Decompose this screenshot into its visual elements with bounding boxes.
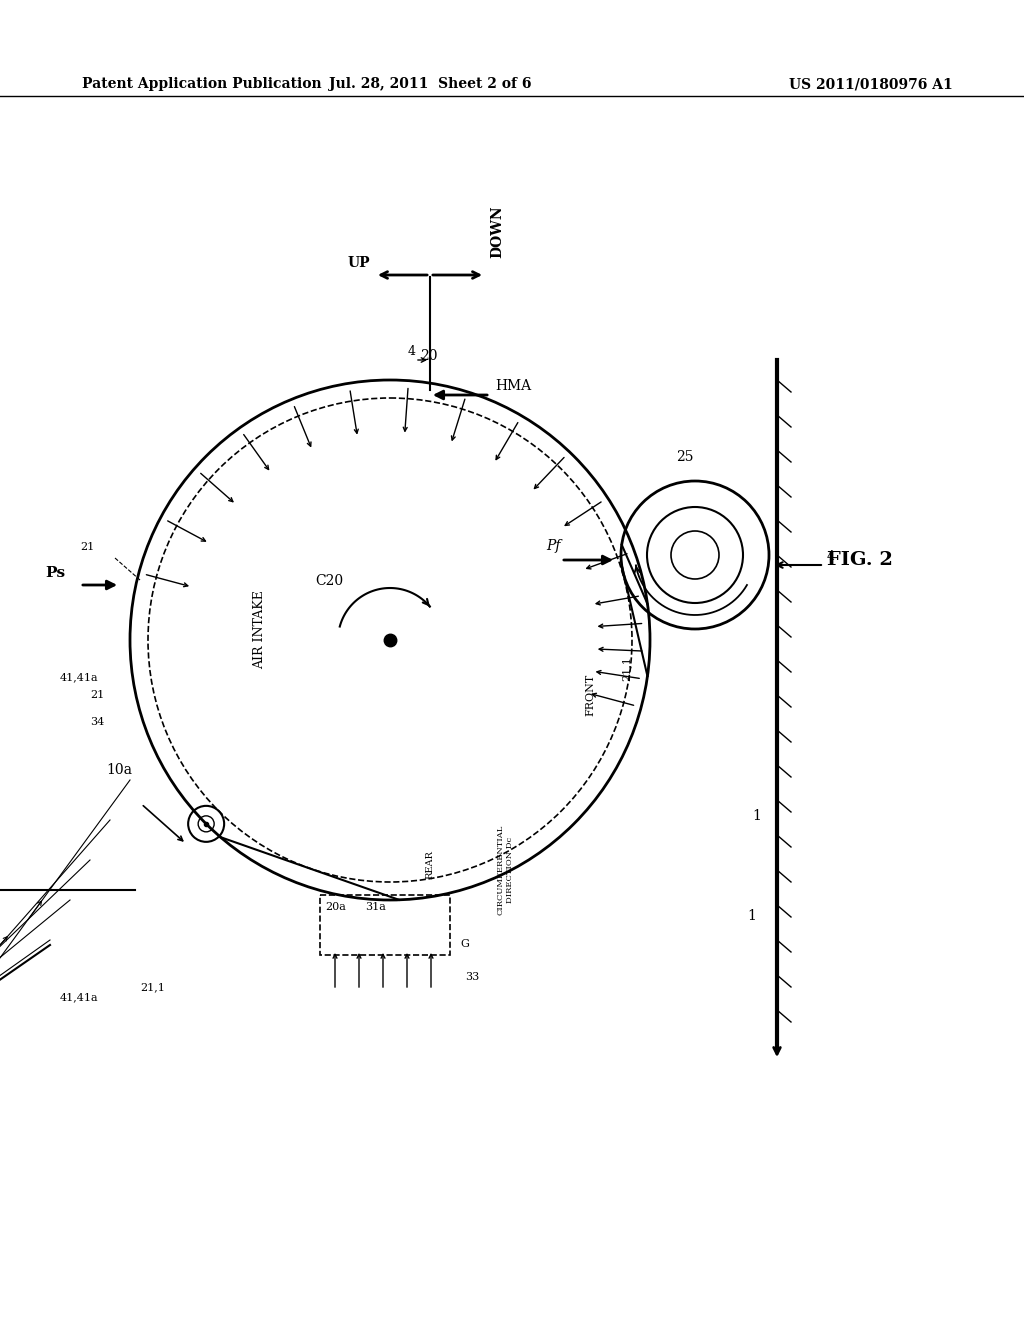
- Text: 1: 1: [752, 809, 761, 822]
- Text: FRONT: FRONT: [585, 675, 595, 717]
- Text: 41,41a: 41,41a: [60, 672, 98, 682]
- Text: DOWN: DOWN: [490, 206, 504, 257]
- Text: 34: 34: [90, 717, 104, 727]
- Text: 31a: 31a: [365, 902, 386, 912]
- Text: Jul. 28, 2011  Sheet 2 of 6: Jul. 28, 2011 Sheet 2 of 6: [329, 78, 531, 91]
- Text: G: G: [460, 939, 469, 949]
- Text: Pf: Pf: [546, 539, 560, 553]
- Text: AIR INTAKE: AIR INTAKE: [254, 590, 266, 669]
- Text: Patent Application Publication: Patent Application Publication: [82, 78, 322, 91]
- Text: 33: 33: [465, 972, 479, 982]
- Text: Ps: Ps: [45, 566, 66, 579]
- Text: FIG. 2: FIG. 2: [827, 550, 893, 569]
- Text: 41,41a: 41,41a: [60, 993, 98, 1002]
- Text: 25: 25: [676, 450, 693, 465]
- Text: UP: UP: [347, 256, 370, 271]
- Text: 21: 21: [80, 543, 94, 552]
- Text: 20a: 20a: [325, 902, 346, 912]
- Text: 4: 4: [408, 345, 416, 358]
- Text: 10a: 10a: [106, 763, 132, 777]
- Text: 4: 4: [827, 550, 835, 564]
- Text: REAR: REAR: [426, 850, 434, 879]
- Text: C20: C20: [315, 574, 343, 587]
- Text: 21,1: 21,1: [140, 982, 165, 993]
- Text: HMA: HMA: [495, 379, 531, 393]
- Bar: [319, 895, 450, 954]
- Text: 21,1: 21,1: [621, 656, 631, 681]
- Text: 1: 1: [746, 909, 756, 923]
- Text: 21: 21: [90, 690, 104, 700]
- Text: CIRCUMFERENTIAL
DIRECTION Dc: CIRCUMFERENTIAL DIRECTION Dc: [497, 825, 514, 915]
- Text: US 2011/0180976 A1: US 2011/0180976 A1: [788, 78, 952, 91]
- Text: 20: 20: [420, 348, 437, 363]
